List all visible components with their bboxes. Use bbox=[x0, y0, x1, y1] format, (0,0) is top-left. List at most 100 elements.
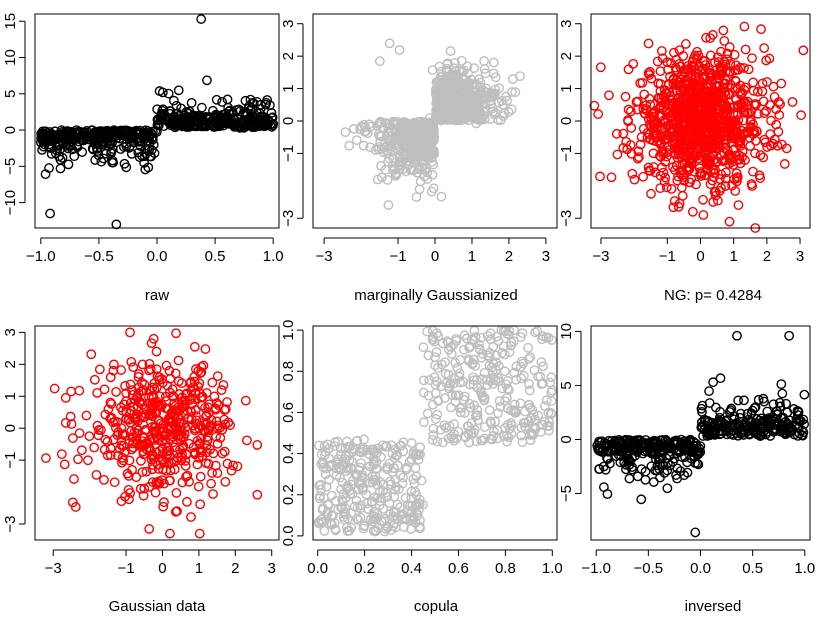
point-raw bbox=[135, 128, 145, 139]
point-gauss bbox=[91, 469, 102, 480]
point-gauss bbox=[144, 358, 155, 369]
point-inversed bbox=[624, 473, 635, 484]
point-inversed bbox=[662, 483, 673, 494]
point-inversed bbox=[676, 434, 687, 445]
point-gauss bbox=[93, 430, 104, 441]
point-raw bbox=[44, 163, 54, 173]
y-tick-label-marginal: −1 bbox=[280, 145, 297, 162]
point-copula bbox=[524, 385, 535, 396]
point-copula bbox=[386, 479, 396, 490]
point-gauss bbox=[118, 440, 129, 451]
point-inversed bbox=[682, 467, 693, 478]
point-raw bbox=[245, 94, 256, 105]
point-marginal bbox=[394, 45, 405, 55]
point-ng bbox=[712, 52, 723, 63]
point-ng bbox=[756, 24, 766, 35]
point-inversed bbox=[594, 464, 605, 475]
point-copula bbox=[406, 492, 417, 503]
point-copula bbox=[546, 372, 557, 383]
point-inversed bbox=[600, 464, 611, 475]
point-ng bbox=[720, 155, 731, 166]
point-inversed bbox=[792, 405, 803, 416]
point-inversed bbox=[640, 474, 651, 485]
point-inversed bbox=[696, 403, 707, 414]
point-raw bbox=[61, 128, 72, 139]
point-gauss bbox=[196, 361, 207, 372]
point-gauss bbox=[126, 426, 137, 436]
panel-label-marginal: marginally Gaussianized bbox=[354, 287, 517, 304]
point-ng bbox=[671, 64, 682, 75]
point-copula bbox=[416, 475, 427, 486]
point-marginal bbox=[344, 140, 355, 151]
point-copula bbox=[474, 339, 484, 350]
y-tick-label-copula: 0.0 bbox=[280, 525, 297, 546]
point-ng bbox=[722, 81, 733, 92]
point-marginal bbox=[501, 91, 511, 102]
point-copula bbox=[498, 341, 509, 352]
point-raw bbox=[159, 108, 170, 119]
point-ng bbox=[695, 131, 706, 142]
point-copula bbox=[452, 363, 463, 374]
point-raw bbox=[173, 85, 184, 96]
point-marginal bbox=[386, 131, 397, 141]
point-marginal bbox=[488, 57, 499, 68]
point-raw bbox=[222, 118, 233, 128]
point-raw bbox=[119, 158, 130, 169]
point-raw bbox=[63, 159, 74, 170]
point-ng bbox=[726, 123, 736, 134]
point-inversed bbox=[749, 403, 760, 414]
point-inversed bbox=[758, 393, 769, 404]
point-gauss bbox=[158, 501, 169, 512]
point-inversed bbox=[638, 448, 648, 459]
panel-copula: 0.0 0.2 0.4 0.6 0.8 1.0 0.0 0.2 0.4 0.6 0.8 1.0 bbox=[280, 320, 563, 577]
point-gauss bbox=[176, 452, 187, 462]
point-ng bbox=[707, 104, 718, 115]
point-gauss bbox=[128, 362, 139, 373]
point-marginal bbox=[386, 135, 397, 146]
point-copula bbox=[529, 365, 540, 376]
scatter-points-ng bbox=[589, 21, 809, 233]
point-copula bbox=[446, 431, 457, 442]
plot-frame-marginal bbox=[312, 13, 558, 229]
point-marginal bbox=[449, 57, 460, 68]
point-marginal bbox=[452, 102, 463, 113]
point-marginal bbox=[456, 55, 467, 66]
x-tick-label-ng: 3 bbox=[796, 248, 804, 265]
y-tick-label-gauss: −1 bbox=[2, 452, 19, 469]
point-marginal bbox=[422, 174, 433, 184]
point-ng bbox=[739, 63, 749, 73]
point-raw bbox=[139, 129, 150, 139]
point-gauss bbox=[106, 412, 117, 423]
point-gauss bbox=[220, 476, 231, 487]
point-gauss bbox=[208, 489, 218, 499]
point-marginal bbox=[426, 148, 437, 159]
y-tick-label-inversed: 0 bbox=[558, 435, 575, 443]
point-marginal bbox=[471, 118, 482, 129]
point-marginal bbox=[391, 169, 402, 180]
point-ng bbox=[752, 86, 763, 97]
point-ng bbox=[669, 120, 680, 131]
point-copula bbox=[538, 361, 549, 372]
point-marginal bbox=[414, 184, 425, 195]
point-gauss bbox=[212, 371, 223, 382]
point-gauss bbox=[252, 489, 263, 500]
point-ng bbox=[730, 186, 741, 196]
point-copula bbox=[506, 429, 517, 439]
point-marginal bbox=[382, 140, 392, 151]
point-gauss bbox=[220, 404, 231, 415]
point-raw bbox=[141, 127, 151, 138]
point-copula bbox=[454, 368, 465, 379]
point-gauss bbox=[108, 365, 119, 376]
point-copula bbox=[370, 474, 381, 485]
point-raw bbox=[39, 129, 49, 139]
point-gauss bbox=[93, 425, 104, 435]
point-gauss bbox=[67, 433, 78, 444]
point-ng bbox=[679, 72, 689, 82]
point-marginal bbox=[374, 56, 385, 67]
point-ng bbox=[768, 81, 779, 92]
point-copula bbox=[490, 416, 500, 427]
point-marginal bbox=[406, 164, 417, 175]
point-copula bbox=[356, 458, 366, 469]
point-ng bbox=[688, 121, 699, 132]
point-ng bbox=[695, 148, 706, 159]
